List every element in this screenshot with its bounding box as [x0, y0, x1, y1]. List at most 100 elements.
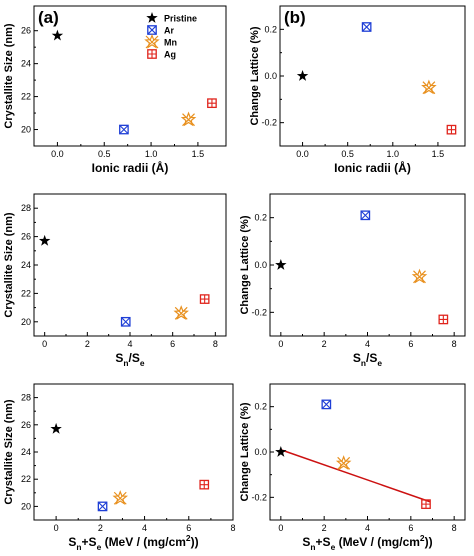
y-tick-label: 20: [21, 317, 31, 327]
fit-line: [280, 449, 431, 503]
y-tick-label: 22: [21, 288, 31, 298]
x-tick-label: 0: [42, 339, 47, 349]
x-tick-label: 4: [365, 523, 370, 533]
y-tick-label: -0.2: [251, 492, 267, 502]
y-tick-label: 20: [21, 125, 31, 135]
data-point-pristine: [38, 234, 51, 246]
chart-panel-a-top: 0.0 0.5 1.0 1.5 20 22 24 26 Ionic radii (Å) Cryst…: [3, 5, 227, 175]
data-point-mn: [335, 455, 352, 470]
plot-frame: [33, 193, 227, 337]
y-tick-label: 24: [21, 260, 31, 270]
data-point-pristine: [51, 29, 64, 41]
data-point-ar: [361, 22, 372, 32]
data-point-ar: [360, 210, 371, 221]
y-tick-label: 28: [21, 203, 31, 213]
data-point-ar: [97, 501, 108, 512]
x-tick-label: 1.5: [432, 149, 445, 159]
plot-frame: [279, 5, 466, 147]
data-point-pristine: [275, 259, 287, 270]
data-point-mn: [112, 490, 128, 505]
x-tick-label: 8: [230, 523, 235, 533]
x-axis-title: Sn+Se (MeV / (mg/cm2)): [302, 533, 432, 552]
x-tick-label: 4: [127, 339, 132, 349]
y-tick-label: 0.0: [254, 447, 267, 457]
y-tick-label: 22: [21, 474, 31, 484]
x-tick-label: 1.5: [192, 149, 205, 159]
x-tick-label: 6: [408, 339, 413, 349]
data-point-ar: [119, 124, 129, 135]
legend-label-pristine: Pristine: [164, 14, 197, 24]
x-axis-title: Ionic radii (Å): [334, 160, 411, 175]
legend-marker-ar: [147, 25, 157, 35]
legend-label-mn: Mn: [164, 38, 177, 48]
plot-frame: [269, 193, 466, 337]
y-tick-label: 24: [21, 447, 31, 457]
panel-label: (b): [284, 8, 306, 27]
legend-marker-pristine: [146, 12, 158, 23]
y-tick-label: 0.0: [254, 260, 267, 270]
x-axis-title: Sn/Se: [353, 351, 383, 368]
data-point-ar: [120, 316, 131, 327]
x-tick-label: 6: [186, 523, 191, 533]
data-point-ag: [438, 314, 449, 325]
data-point-ag: [199, 294, 210, 304]
y-tick-label: 28: [21, 393, 31, 403]
y-axis-title: Crystallite Size (nm): [3, 399, 15, 504]
legend-label-ar: Ar: [164, 26, 174, 36]
y-tick-label: 0.2: [254, 402, 267, 412]
x-tick-label: 0.5: [98, 149, 111, 159]
x-tick-label: 2: [98, 523, 103, 533]
data-point-pristine: [296, 70, 309, 81]
panel-label: (a): [38, 8, 59, 27]
x-tick-label: 8: [213, 339, 218, 349]
data-point-ag: [421, 499, 431, 509]
y-axis-title: Change Lattice (%): [239, 215, 251, 314]
data-point-mn: [411, 268, 428, 284]
y-tick-label: 0.0: [264, 71, 277, 81]
data-point-pristine: [275, 446, 287, 457]
data-point-pristine: [50, 422, 62, 434]
legend-marker-mn: [144, 33, 160, 49]
legend-label-ag: Ag: [164, 50, 176, 60]
y-tick-label: 26: [21, 26, 31, 36]
chart-panel-b-top: 0.0 0.5 1.0 1.5 -0.2 0.0 0.2 Ionic radii (Å) Cha…: [249, 5, 466, 175]
plot-frame: [269, 383, 466, 521]
y-tick-label: 22: [21, 92, 31, 102]
y-tick-label: 26: [21, 420, 31, 430]
x-tick-label: 2: [85, 339, 90, 349]
x-tick-label: 0: [278, 523, 283, 533]
y-axis-title: Change Lattice (%): [249, 26, 261, 125]
x-tick-label: 0.0: [51, 149, 64, 159]
data-point-mn: [180, 111, 197, 127]
legend-marker-ag: [147, 49, 157, 59]
y-tick-label: 24: [21, 59, 31, 69]
legend: Pristine Ar Mn Ag: [144, 12, 197, 60]
x-tick-label: 6: [408, 523, 413, 533]
chart-panel-b-mid: 0 2 4 6 8 -0.2 0.0 0.2 Sn/Se Change Lattice (%): [239, 193, 466, 368]
x-tick-label: 1.0: [145, 149, 158, 159]
y-axis-title: Crystallite Size (nm): [3, 212, 15, 317]
x-tick-label: 4: [365, 339, 370, 349]
data-point-mn: [421, 79, 437, 95]
x-tick-label: 4: [142, 523, 147, 533]
x-tick-label: 8: [452, 339, 457, 349]
data-point-mn: [173, 305, 189, 320]
y-tick-label: 0.2: [264, 24, 277, 34]
x-axis-title: Sn+Se (MeV / (mg/cm2)): [68, 533, 198, 552]
y-tick-label: 26: [21, 232, 31, 242]
data-point-ar: [321, 399, 332, 410]
y-axis-title: Change Lattice (%): [239, 402, 251, 501]
x-axis-title: Ionic radii (Å): [92, 160, 169, 175]
y-tick-label: -0.2: [251, 307, 267, 317]
x-axis-title: Sn/Se: [115, 351, 145, 368]
y-tick-label: -0.2: [261, 118, 277, 128]
y-tick-label: 0.2: [254, 213, 267, 223]
x-tick-label: 0.5: [341, 149, 354, 159]
plot-frame: [33, 383, 234, 521]
x-tick-label: 1.0: [387, 149, 400, 159]
data-point-ag: [207, 98, 217, 109]
x-tick-label: 0.0: [296, 149, 309, 159]
